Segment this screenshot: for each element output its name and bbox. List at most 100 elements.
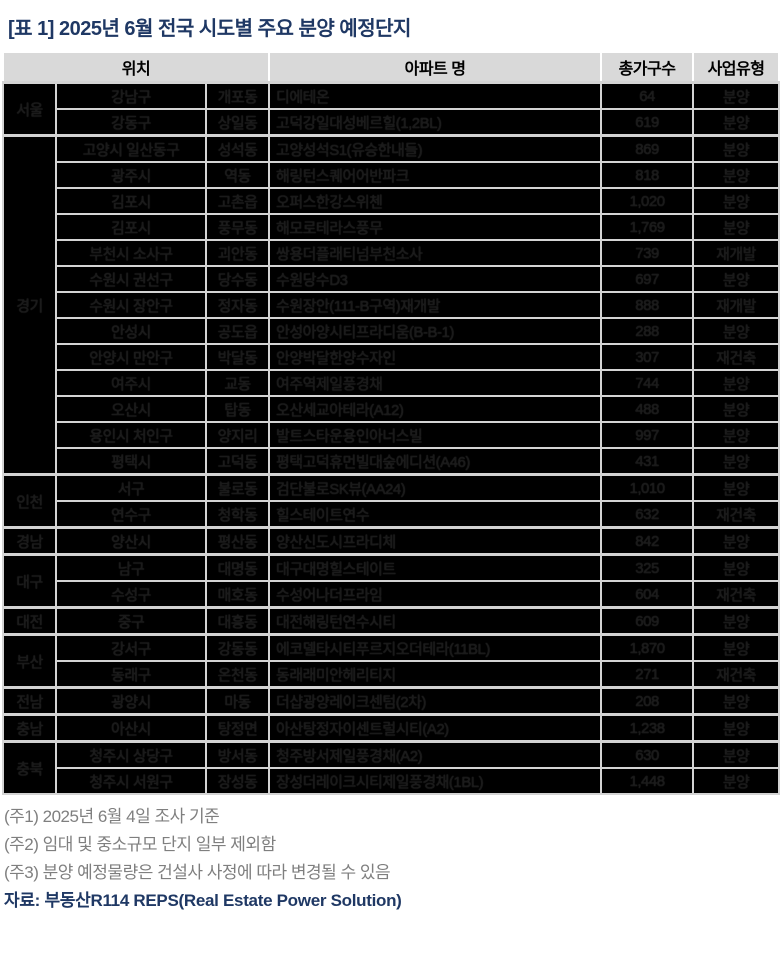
business-type-cell: 재개발 [692, 291, 780, 319]
apartment-name-cell: 수성어나더프라임 [268, 580, 603, 609]
table-row: 안양시 만안구 박달동 안양박달한양수자인 307 재건축 [3, 343, 780, 371]
households-cell: 888 [600, 291, 695, 319]
table-row: 여주시 교동 여주역제일풍경채 744 분양 [3, 369, 780, 397]
apartment-name-cell: 발트스타운용인아너스빌 [268, 421, 603, 449]
apartment-name-cell: 고덕강일대성베르힐(1,2BL) [268, 108, 603, 137]
business-type-cell: 재건축 [692, 580, 780, 609]
business-type-cell: 재건축 [692, 500, 780, 529]
apartment-name-cell: 에코델타시티푸르지오더테라(11BL) [268, 633, 603, 662]
note-line: (주2) 임대 및 중소규모 단지 일부 제외함 [4, 835, 276, 854]
table-row: 서울 강남구 개포동 디에테온 64 분양 [2, 81, 780, 137]
table-row: 수성구 매호동 수성어나더프라임 604 재건축 [3, 580, 780, 609]
region-cell: 경기 [2, 134, 57, 476]
apartment-name-cell: 평택고덕휴먼빌대숲에디션(A46) [268, 447, 603, 476]
households-cell: 744 [600, 369, 695, 397]
business-type-cell: 분양 [692, 606, 780, 636]
district-cell: 박달동 [204, 343, 271, 371]
apartment-name-cell: 디에테온 [268, 81, 603, 110]
district-cell: 공도읍 [204, 317, 271, 345]
table-row: 용인시 처인구 양지리 발트스타운용인아너스빌 997 분양 [3, 421, 780, 449]
district-cell: 교동 [204, 369, 271, 397]
district-cell: 정자동 [204, 291, 271, 319]
table-header: 위치 아파트 명 총가구수 사업유형 [1, 51, 780, 84]
apartment-name-cell: 고양성석S1(유승한내들) [268, 134, 603, 163]
households-cell: 1,020 [600, 187, 695, 215]
apartment-name-cell: 대구대명힐스테이트 [268, 553, 603, 582]
apartment-name-cell: 수원당수D3 [268, 265, 603, 293]
apartment-name-cell: 쌍용더플래티넘부천소사 [268, 239, 603, 267]
table-row: 충남 아산시 탕정면 아산탕정자이센트럴시티(A2) 1,238 분양 [2, 713, 780, 743]
apartment-name-cell: 양산신도시프라디체 [268, 526, 603, 556]
city-cell: 여주시 [55, 369, 207, 397]
table-row: 수원시 권선구 당수동 수원당수D3 697 분양 [3, 265, 780, 293]
footnotes: (주1) 2025년 6월 4일 조사 기준 (주2) 임대 및 중소규모 단지… [0, 803, 780, 915]
households-cell: 271 [600, 660, 695, 689]
note-line: (주3) 분양 예정물량은 건설사 사정에 따라 변경될 수 있음 [4, 863, 391, 882]
district-cell: 평산동 [204, 526, 271, 556]
table-row: 오산시 탑동 오산세교아테라(A12) 488 분양 [3, 395, 780, 423]
households-cell: 288 [600, 317, 695, 345]
business-type-cell: 분양 [692, 134, 780, 163]
business-type-cell: 분양 [692, 395, 780, 423]
district-cell: 방서동 [204, 740, 271, 769]
apartment-name-cell: 오산세교아테라(A12) [268, 395, 603, 423]
table-row: 김포시 풍무동 해모로테라스풍무 1,769 분양 [3, 213, 780, 241]
district-cell: 마동 [204, 686, 271, 716]
region-cell: 인천 [2, 473, 57, 529]
city-cell: 남구 [55, 553, 207, 582]
city-cell: 안성시 [55, 317, 207, 345]
households-cell: 1,769 [600, 213, 695, 241]
table-row: 김포시 고촌읍 오퍼스한강스위첸 1,020 분양 [3, 187, 780, 215]
households-cell: 697 [600, 265, 695, 293]
city-cell: 서구 [55, 473, 207, 502]
district-cell: 온천동 [204, 660, 271, 689]
table-row: 부천시 소사구 괴안동 쌍용더플래티넘부천소사 739 재개발 [3, 239, 780, 267]
region-cell: 부산 [2, 633, 57, 689]
apartment-name-cell: 힐스테이트연수 [268, 500, 603, 529]
city-cell: 고양시 일산동구 [55, 134, 207, 163]
region-cell: 충북 [2, 740, 57, 795]
table-row: 연수구 청학동 힐스테이트연수 632 재건축 [3, 500, 780, 529]
city-cell: 청주시 서원구 [55, 767, 207, 795]
city-cell: 오산시 [55, 395, 207, 423]
apartment-name-cell: 장성더레이크시티제일풍경채(1BL) [268, 767, 603, 795]
apartment-name-cell: 안성아양시티프라디움(B-B-1) [268, 317, 603, 345]
households-cell: 632 [600, 500, 695, 529]
district-cell: 매호동 [204, 580, 271, 609]
business-type-cell: 분양 [692, 187, 780, 215]
table-row: 경기 고양시 일산동구 성석동 고양성석S1(유승한내들) 869 분양 [2, 134, 780, 476]
city-cell: 강남구 [55, 81, 207, 110]
households-cell: 1,870 [600, 633, 695, 662]
business-type-cell: 분양 [692, 369, 780, 397]
apartment-name-cell: 안양박달한양수자인 [268, 343, 603, 371]
households-cell: 431 [600, 447, 695, 476]
table-row: 안성시 공도읍 안성아양시티프라디움(B-B-1) 288 분양 [3, 317, 780, 345]
district-cell: 탑동 [204, 395, 271, 423]
households-cell: 488 [600, 395, 695, 423]
district-cell: 대명동 [204, 553, 271, 582]
apartment-name-cell: 아산탕정자이센트럴시티(A2) [268, 713, 603, 743]
city-cell: 김포시 [55, 213, 207, 241]
business-type-cell: 분양 [692, 447, 780, 476]
apartment-name-cell: 동래래미안헤리티지 [268, 660, 603, 689]
business-type-cell: 분양 [692, 81, 780, 110]
city-cell: 청주시 상당구 [55, 740, 207, 769]
apartment-name-cell: 여주역제일풍경채 [268, 369, 603, 397]
region-cell: 서울 [2, 81, 57, 137]
business-type-cell: 분양 [692, 161, 780, 189]
table-row: 수원시 장안구 정자동 수원장안(111-B구역)재개발 888 재개발 [3, 291, 780, 319]
households-cell: 842 [600, 526, 695, 556]
district-cell: 개포동 [204, 81, 271, 110]
report-page: [표 1] 2025년 6월 전국 시도별 주요 분양 예정단지 위치 아파트 … [0, 18, 780, 915]
households-cell: 1,010 [600, 473, 695, 502]
city-cell: 동래구 [55, 660, 207, 689]
apartment-name-cell: 더샵광양레이크센텀(2차) [268, 686, 603, 716]
city-cell: 용인시 처인구 [55, 421, 207, 449]
city-cell: 강서구 [55, 633, 207, 662]
apartment-name-cell: 오퍼스한강스위첸 [268, 187, 603, 215]
page-title: [표 1] 2025년 6월 전국 시도별 주요 분양 예정단지 [8, 18, 411, 40]
households-cell: 604 [600, 580, 695, 609]
table-row: 충북 청주시 상당구 방서동 청주방서제일풍경채(A2) 630 분양 [2, 740, 780, 795]
business-type-cell: 분양 [692, 740, 780, 769]
business-type-cell: 분양 [692, 213, 780, 241]
